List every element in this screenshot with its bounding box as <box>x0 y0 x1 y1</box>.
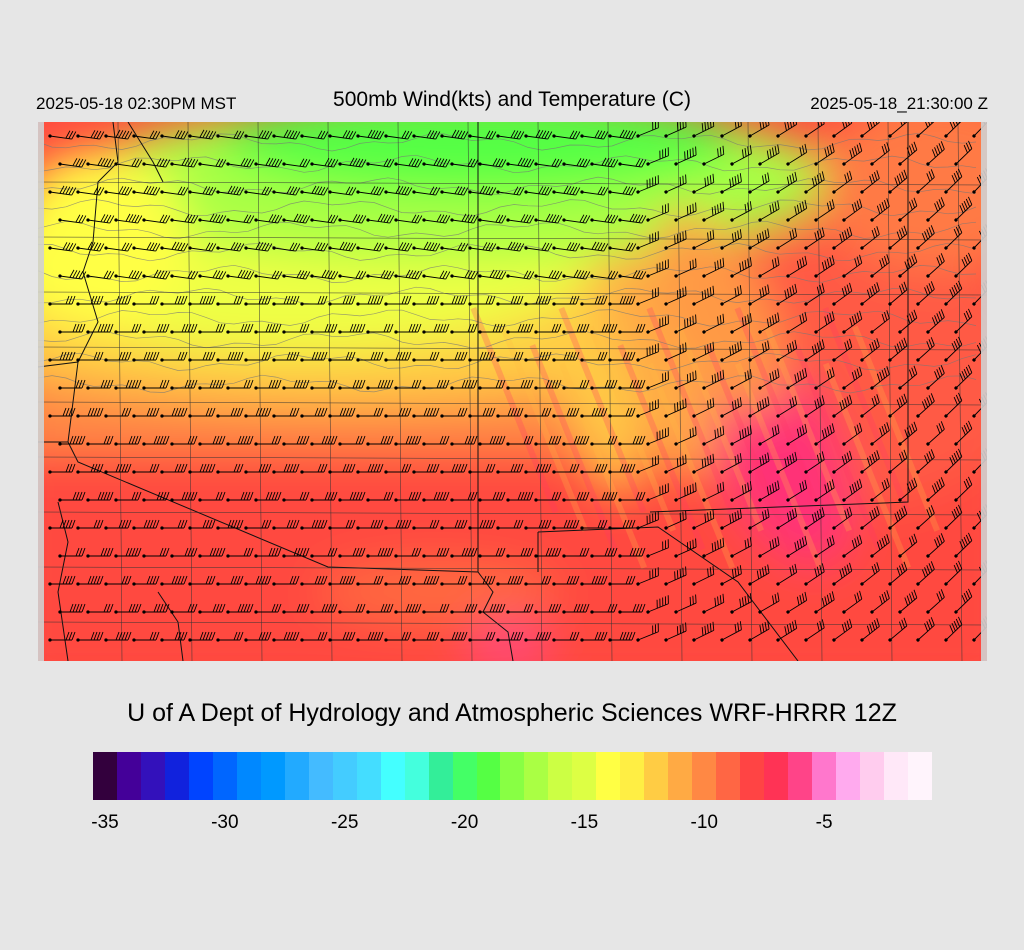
colorbar-swatch <box>284 752 309 800</box>
colorbar-swatch <box>644 752 669 800</box>
colorbar-swatch <box>572 752 597 800</box>
colorbar-swatch <box>740 752 765 800</box>
colorbar-swatch <box>404 752 429 800</box>
colorbar-swatch <box>883 752 908 800</box>
colorbar-swatch <box>907 752 932 800</box>
temperature-colorbar <box>93 752 932 800</box>
colorbar-swatch <box>212 752 237 800</box>
colorbar-swatch <box>764 752 789 800</box>
colorbar-swatch <box>836 752 860 800</box>
colorbar-tick-label: -30 <box>211 812 239 833</box>
colorbar-swatch <box>620 752 645 800</box>
colorbar-swatch <box>548 752 573 800</box>
colorbar-swatch <box>140 752 165 800</box>
colorbar-swatch <box>692 752 717 800</box>
local-time-label: 2025-05-18 02:30PM MST <box>36 94 237 113</box>
model-credit: U of A Dept of Hydrology and Atmospheric… <box>127 699 897 727</box>
colorbar-swatch <box>260 752 285 800</box>
map-title: 500mb Wind(kts) and Temperature (C) <box>333 88 691 111</box>
colorbar-swatch <box>236 752 261 800</box>
colorbar-swatch <box>164 752 189 800</box>
temperature-wind-map <box>38 122 987 661</box>
colorbar-swatch <box>476 752 501 800</box>
colorbar-swatch <box>668 752 693 800</box>
colorbar-swatch <box>428 752 453 800</box>
colorbar-tick-label: -15 <box>570 812 599 833</box>
colorbar-tick-label: -25 <box>330 812 359 833</box>
colorbar-swatch <box>356 752 381 800</box>
colorbar-swatch <box>500 752 525 800</box>
colorbar-swatch <box>380 752 405 800</box>
colorbar-swatch <box>596 752 621 800</box>
colorbar-swatch <box>332 752 357 800</box>
colorbar-swatch <box>812 752 837 800</box>
valid-time-label: 2025-05-18_21:30:00 Z <box>810 94 988 113</box>
colorbar-swatch <box>860 752 884 800</box>
colorbar-tick-label: -10 <box>690 812 718 833</box>
colorbar-tick-labels: -35 -30 -25 -20 -15 -10 -5 <box>91 812 932 842</box>
colorbar-swatch <box>93 752 117 800</box>
colorbar-swatch <box>116 752 141 800</box>
colorbar-swatch <box>524 752 549 800</box>
wind-barbs <box>48 122 987 642</box>
colorbar-tick-label: -35 <box>91 812 119 833</box>
colorbar-swatch <box>452 752 477 800</box>
colorbar-tick-label: -5 <box>815 812 833 833</box>
colorbar-tick-label: -20 <box>450 812 479 833</box>
colorbar-swatch <box>716 752 741 800</box>
colorbar-swatch <box>788 752 813 800</box>
colorbar-swatch <box>308 752 333 800</box>
colorbar-swatch <box>188 752 213 800</box>
